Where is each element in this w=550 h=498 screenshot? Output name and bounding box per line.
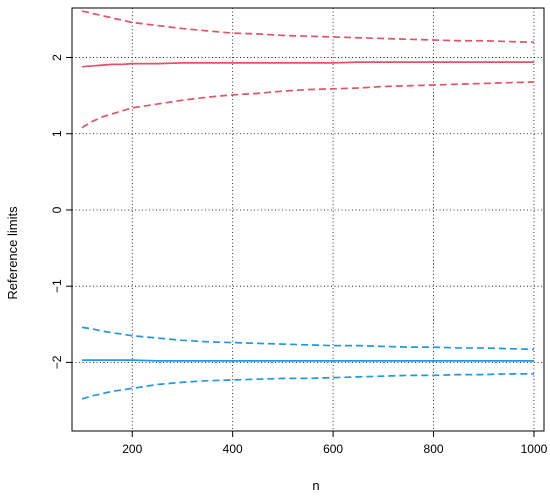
y-tick-label: 1 xyxy=(50,130,64,137)
x-tick-label: 200 xyxy=(122,442,142,456)
grid xyxy=(72,8,544,431)
axes: 200 400 600 800 1000 −2 −1 0 1 2 xyxy=(50,7,548,456)
y-tick-label: 0 xyxy=(50,206,64,213)
plot-frame xyxy=(71,7,545,432)
series-group xyxy=(81,10,534,400)
series-line-2-solid xyxy=(81,61,534,68)
y-axis-title: Reference limits xyxy=(5,206,20,300)
series-line-1-dashed xyxy=(81,10,534,44)
x-tick-label: 600 xyxy=(323,442,343,456)
y-tick-label: −2 xyxy=(50,355,64,369)
series-line-5-solid xyxy=(82,359,534,362)
series-line-6-dashed xyxy=(81,372,534,400)
y-tick-label: −1 xyxy=(50,279,64,293)
x-axis-title: n xyxy=(312,478,319,493)
x-tick-label: 400 xyxy=(223,442,243,456)
x-tick-label: 1000 xyxy=(521,442,548,456)
y-tick-label: 2 xyxy=(50,54,64,61)
series-line-4-dashed xyxy=(81,326,534,351)
x-tick-label: 800 xyxy=(424,442,444,456)
series-line-3-dashed xyxy=(81,81,534,129)
